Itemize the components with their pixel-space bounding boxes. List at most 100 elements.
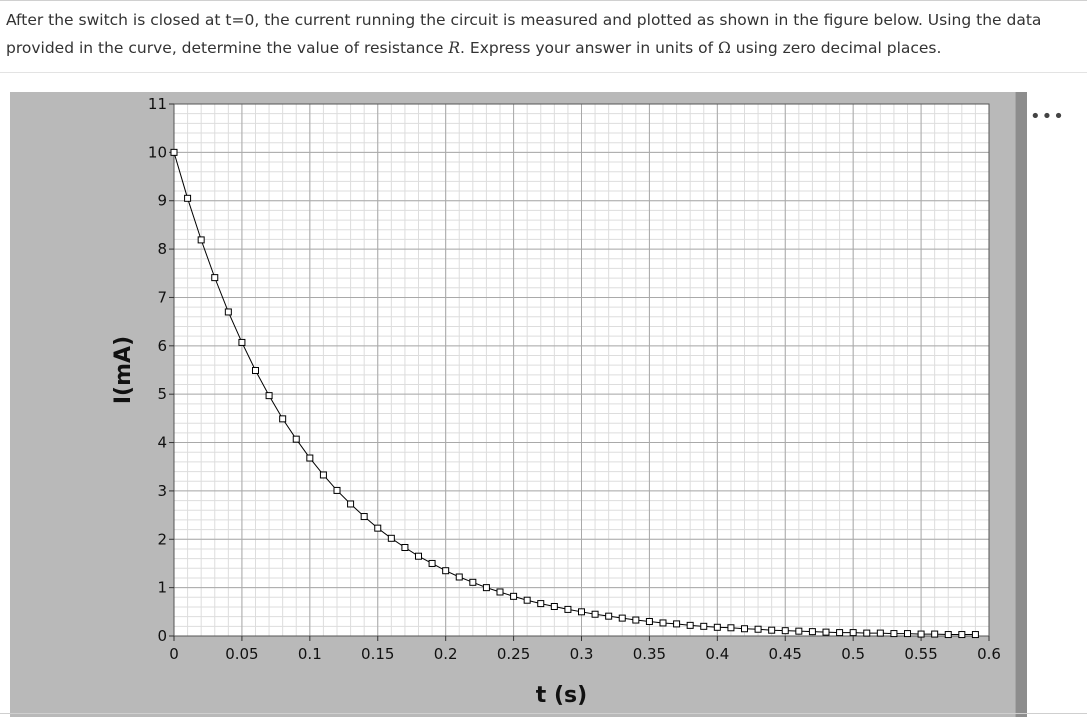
y-tick-label: 6 xyxy=(157,337,167,355)
data-point xyxy=(578,608,585,616)
data-point xyxy=(605,612,613,620)
data-point xyxy=(333,486,341,494)
y-axis-label: I(mA) xyxy=(111,336,136,404)
data-point xyxy=(523,596,531,604)
data-point xyxy=(401,543,409,551)
x-tick-label: 0.6 xyxy=(977,645,1001,663)
question-text-part3: using zero decimal places. xyxy=(730,39,942,57)
data-point xyxy=(496,588,504,596)
data-point xyxy=(306,454,314,462)
data-point xyxy=(768,626,776,634)
question-divider xyxy=(0,72,1087,73)
data-point xyxy=(659,619,667,627)
data-point xyxy=(265,392,273,400)
data-point xyxy=(700,622,708,630)
data-point xyxy=(836,629,844,637)
data-point xyxy=(564,605,572,613)
data-point xyxy=(890,630,898,638)
data-point xyxy=(347,500,355,508)
x-tick-label: 0 xyxy=(169,645,179,663)
data-point xyxy=(971,631,979,639)
x-tick-label: 0.2 xyxy=(434,645,458,663)
x-tick-label: 0.25 xyxy=(497,645,530,663)
data-point xyxy=(184,194,192,202)
y-tick-label: 4 xyxy=(157,434,167,452)
data-point xyxy=(550,602,558,610)
data-point xyxy=(415,552,422,560)
data-point xyxy=(727,624,735,632)
data-point xyxy=(442,567,450,575)
top-divider xyxy=(0,0,1087,1)
x-tick-label: 0.3 xyxy=(570,645,594,663)
data-point xyxy=(645,617,653,625)
question-text-part1: After the switch is closed at t=0, the c… xyxy=(6,11,1042,57)
data-point xyxy=(211,274,219,282)
bottom-divider xyxy=(0,713,1087,714)
data-point xyxy=(197,236,205,244)
y-tick-label: 9 xyxy=(157,192,167,210)
data-point xyxy=(808,628,816,636)
data-point xyxy=(387,534,395,542)
data-point xyxy=(319,471,327,479)
x-tick-label: 0.05 xyxy=(225,645,258,663)
data-point xyxy=(279,415,287,423)
y-tick-label: 3 xyxy=(157,482,167,500)
x-tick-label: 0.1 xyxy=(298,645,322,663)
data-point xyxy=(238,338,246,346)
data-point xyxy=(224,308,232,316)
data-point xyxy=(931,630,939,638)
y-tick-label: 10 xyxy=(148,143,167,161)
more-options-button[interactable]: ••• xyxy=(1030,106,1065,127)
question-text-part2: . Express your answer in units of xyxy=(460,39,718,57)
y-tick-label: 1 xyxy=(157,579,167,597)
data-point xyxy=(795,627,803,635)
data-point xyxy=(904,630,911,638)
y-tick-label: 2 xyxy=(157,530,167,548)
data-point xyxy=(632,616,640,624)
data-point xyxy=(374,524,382,532)
data-point xyxy=(686,621,694,629)
data-point xyxy=(510,592,518,600)
data-point xyxy=(455,573,463,581)
data-point xyxy=(537,600,545,608)
current-vs-time-chart: 0 0.05 0.1 0.15 0.2 0.25 0.3 0.35 0.4 0.45 0.5 0.55… xyxy=(111,95,1001,708)
y-tick-label: 11 xyxy=(148,95,167,113)
x-tick-label: 0.5 xyxy=(841,645,865,663)
data-point xyxy=(741,625,748,633)
data-point xyxy=(781,627,789,635)
data-point xyxy=(673,620,681,628)
y-tick-label: 5 xyxy=(157,385,167,403)
data-point xyxy=(944,631,952,639)
resistance-symbol: R xyxy=(448,39,461,57)
data-point xyxy=(822,628,830,636)
data-point xyxy=(252,366,259,374)
chart-figure: 0 0.05 0.1 0.15 0.2 0.25 0.3 0.35 0.4 0.45 0.5 0.55… xyxy=(10,92,1027,717)
data-point xyxy=(876,629,884,637)
x-tick-label: 0.35 xyxy=(633,645,666,663)
y-tick-label: 0 xyxy=(157,627,167,645)
data-point xyxy=(958,631,966,639)
data-point xyxy=(428,559,436,567)
data-point xyxy=(713,623,721,631)
data-point xyxy=(591,610,599,618)
data-point xyxy=(292,435,300,443)
ohm-symbol: Ω xyxy=(718,39,731,57)
data-point xyxy=(360,513,368,521)
x-tick-label: 0.15 xyxy=(361,645,394,663)
data-point xyxy=(863,629,871,637)
y-tick-label: 7 xyxy=(157,288,167,306)
question-text: After the switch is closed at t=0, the c… xyxy=(6,6,1081,62)
x-tick-label: 0.4 xyxy=(705,645,729,663)
figure-scrollbar[interactable] xyxy=(1015,92,1027,717)
x-tick-label: 0.45 xyxy=(769,645,802,663)
data-point xyxy=(469,578,477,586)
data-point xyxy=(917,630,925,638)
data-point xyxy=(754,625,762,633)
x-tick-label: 0.55 xyxy=(904,645,937,663)
x-axis-label: t (s) xyxy=(536,683,587,708)
data-point xyxy=(482,584,490,592)
y-tick-label: 8 xyxy=(157,240,167,258)
data-point xyxy=(618,614,626,622)
data-point xyxy=(170,148,178,156)
data-point xyxy=(849,629,857,637)
